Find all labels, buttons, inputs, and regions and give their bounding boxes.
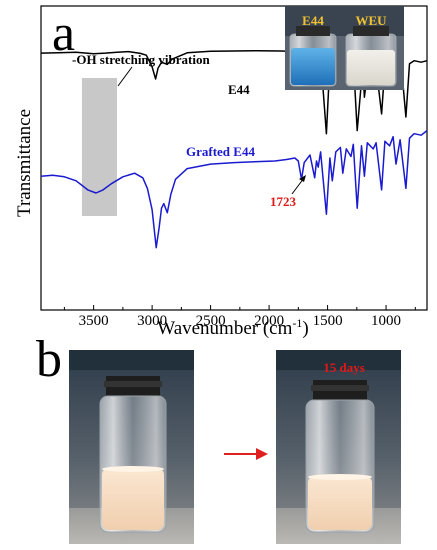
panel-b-label: b: [36, 331, 62, 388]
x-tick-label: 3500: [79, 313, 109, 329]
oh-band-annotation: -OH stretching vibration: [72, 52, 210, 67]
plot-frame: [40, 5, 428, 311]
x-tick-label: 2000: [254, 313, 284, 329]
vial-label-weu: WEU: [355, 13, 387, 28]
days-label: 15 days: [323, 360, 365, 375]
series-label-e44: E44: [228, 82, 250, 97]
x-axis-label: Wavenumber (cm-1): [157, 316, 308, 339]
peak-arrow: [291, 175, 306, 195]
vial-label-e44: E44: [302, 13, 324, 28]
x-tick-label: 1000: [371, 313, 401, 329]
oh-band-pointer: [117, 66, 133, 87]
transition-arrow: [224, 448, 268, 460]
series-label-grafted: Grafted E44: [186, 144, 255, 159]
x-tick-label: 2500: [196, 313, 226, 329]
photo-after-15-days: 15 days: [276, 350, 401, 544]
photo-initial: [69, 350, 194, 544]
panel-a-label: a: [52, 5, 75, 62]
x-tick-label: 1500: [313, 313, 343, 329]
vial-inset-photo: E44 WEU: [285, 6, 404, 90]
series-line-grafted-e44: [40, 130, 428, 249]
ftir-chart: 3500 3000 2500 2000 1500 1000 a E44 WEU -OH s…: [14, 5, 428, 339]
x-tick-label: 3000: [137, 313, 167, 329]
oh-band-shading: [81, 78, 118, 216]
y-axis-label: Transmittance: [14, 109, 35, 217]
peak-annotation-1723: 1723: [270, 194, 297, 209]
